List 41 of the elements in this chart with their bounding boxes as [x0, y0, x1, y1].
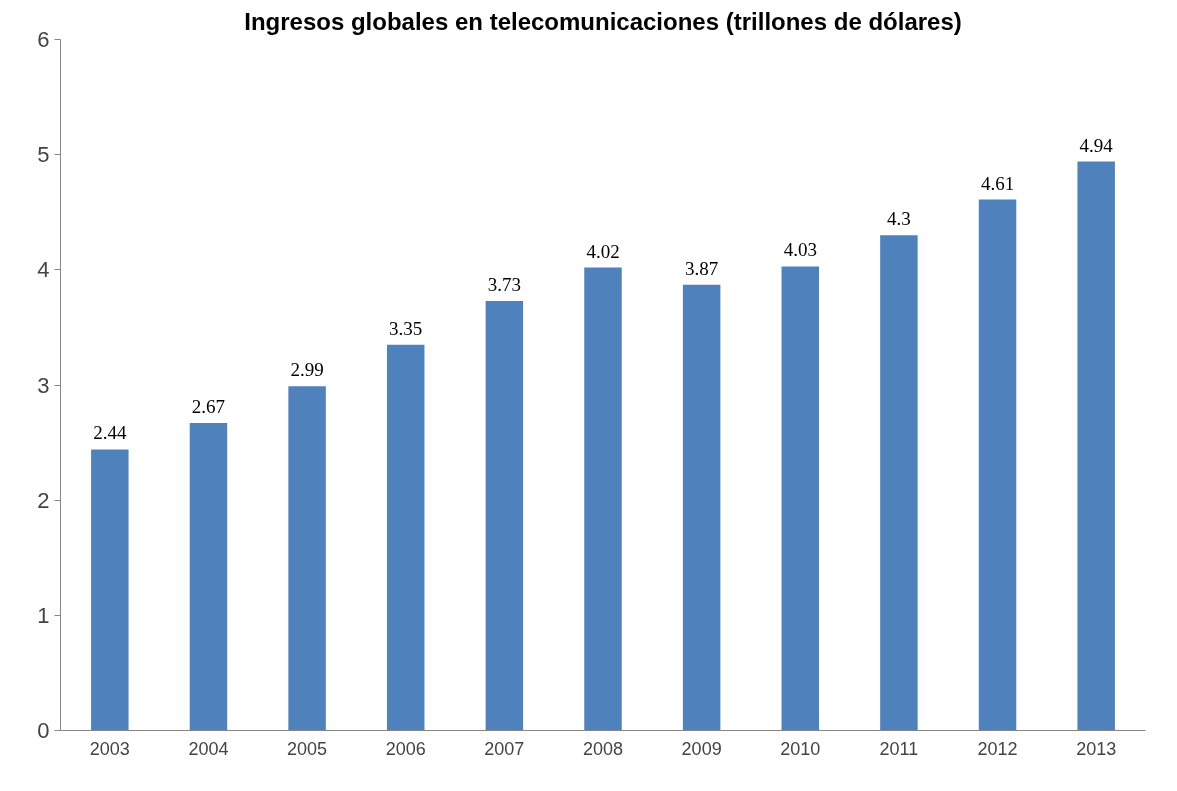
data-label: 4.94 [1079, 134, 1114, 156]
x-tick-label: 2006 [385, 738, 426, 759]
x-tick-label: 2004 [188, 738, 229, 759]
bar [1077, 161, 1115, 731]
x-tick-label: 2008 [582, 738, 624, 759]
x-tick-label: 2012 [977, 738, 1018, 759]
bar [91, 449, 129, 731]
y-tick-label: 4 [37, 257, 50, 283]
x-tick-label: 2005 [287, 738, 328, 759]
bar [880, 235, 918, 731]
x-tick-label: 2011 [879, 738, 919, 759]
data-label: 3.35 [389, 317, 423, 339]
data-label: 2.44 [93, 422, 127, 444]
data-label: 4.02 [586, 240, 620, 262]
y-tick-label: 5 [37, 142, 50, 168]
bar [584, 267, 622, 731]
x-tick-label: 2003 [89, 738, 130, 759]
x-tick-label: 2013 [1076, 738, 1117, 759]
y-tick-label: 6 [37, 27, 50, 52]
data-label: 4.03 [783, 239, 817, 261]
bar [781, 266, 820, 731]
x-tick-label: 2009 [681, 738, 722, 759]
chart-title: Ingresos globales en telecomunicaciones (trillones de dólares) [244, 7, 962, 35]
data-label: 2.67 [191, 396, 226, 418]
x-tick-label: 2010 [780, 738, 821, 759]
y-tick-label: 1 [37, 602, 50, 628]
bar [386, 344, 425, 731]
data-label: 4.3 [887, 208, 911, 230]
y-tick-label: 3 [37, 372, 50, 398]
bar [978, 199, 1017, 731]
data-label: 4.61 [980, 172, 1015, 194]
bar [189, 423, 228, 731]
y-tick-label: 2 [37, 487, 50, 513]
y-tick-label: 0 [37, 718, 50, 743]
data-label: 2.99 [290, 359, 324, 381]
x-tick-label: 2007 [484, 738, 525, 759]
data-label: 3.73 [487, 273, 521, 295]
bar [682, 284, 721, 731]
bar [288, 386, 326, 731]
data-label: 3.87 [685, 257, 719, 279]
bar [485, 300, 524, 731]
